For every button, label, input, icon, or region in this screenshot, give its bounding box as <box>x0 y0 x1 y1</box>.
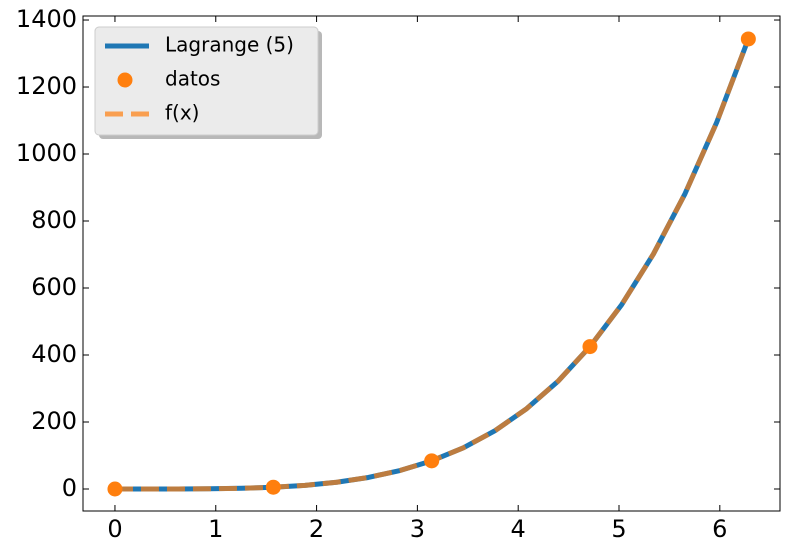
line-dashed <box>114 38 751 492</box>
plot-area <box>107 31 756 497</box>
y-tick-label: 1000 <box>16 139 77 167</box>
x-tick-label: 5 <box>611 515 626 543</box>
legend-label: Lagrange (5) <box>165 33 294 57</box>
y-tick-label: 1400 <box>16 5 77 33</box>
x-tick-label: 3 <box>410 515 425 543</box>
axes-frame <box>82 15 781 512</box>
y-tick-label: 600 <box>31 273 77 301</box>
x-tick-label: 6 <box>712 515 727 543</box>
legend: Lagrange (5) datos f(x) <box>94 26 322 139</box>
y-tick-label: 400 <box>31 340 77 368</box>
x-tick-label: 1 <box>208 515 223 543</box>
y-tick-label: 1200 <box>16 72 77 100</box>
y-tick-label: 800 <box>31 206 77 234</box>
data-point <box>107 481 123 497</box>
y-tick-label: 0 <box>62 474 77 502</box>
x-tick-label: 0 <box>107 515 122 543</box>
legend-handle <box>117 72 133 88</box>
legend-label: f(x) <box>165 101 199 125</box>
x-tick-label: 4 <box>511 515 526 543</box>
legend-label: datos <box>165 67 220 91</box>
x-tick-label: 2 <box>309 515 324 543</box>
legend-box <box>94 26 319 136</box>
y-tick-label: 200 <box>31 407 77 435</box>
